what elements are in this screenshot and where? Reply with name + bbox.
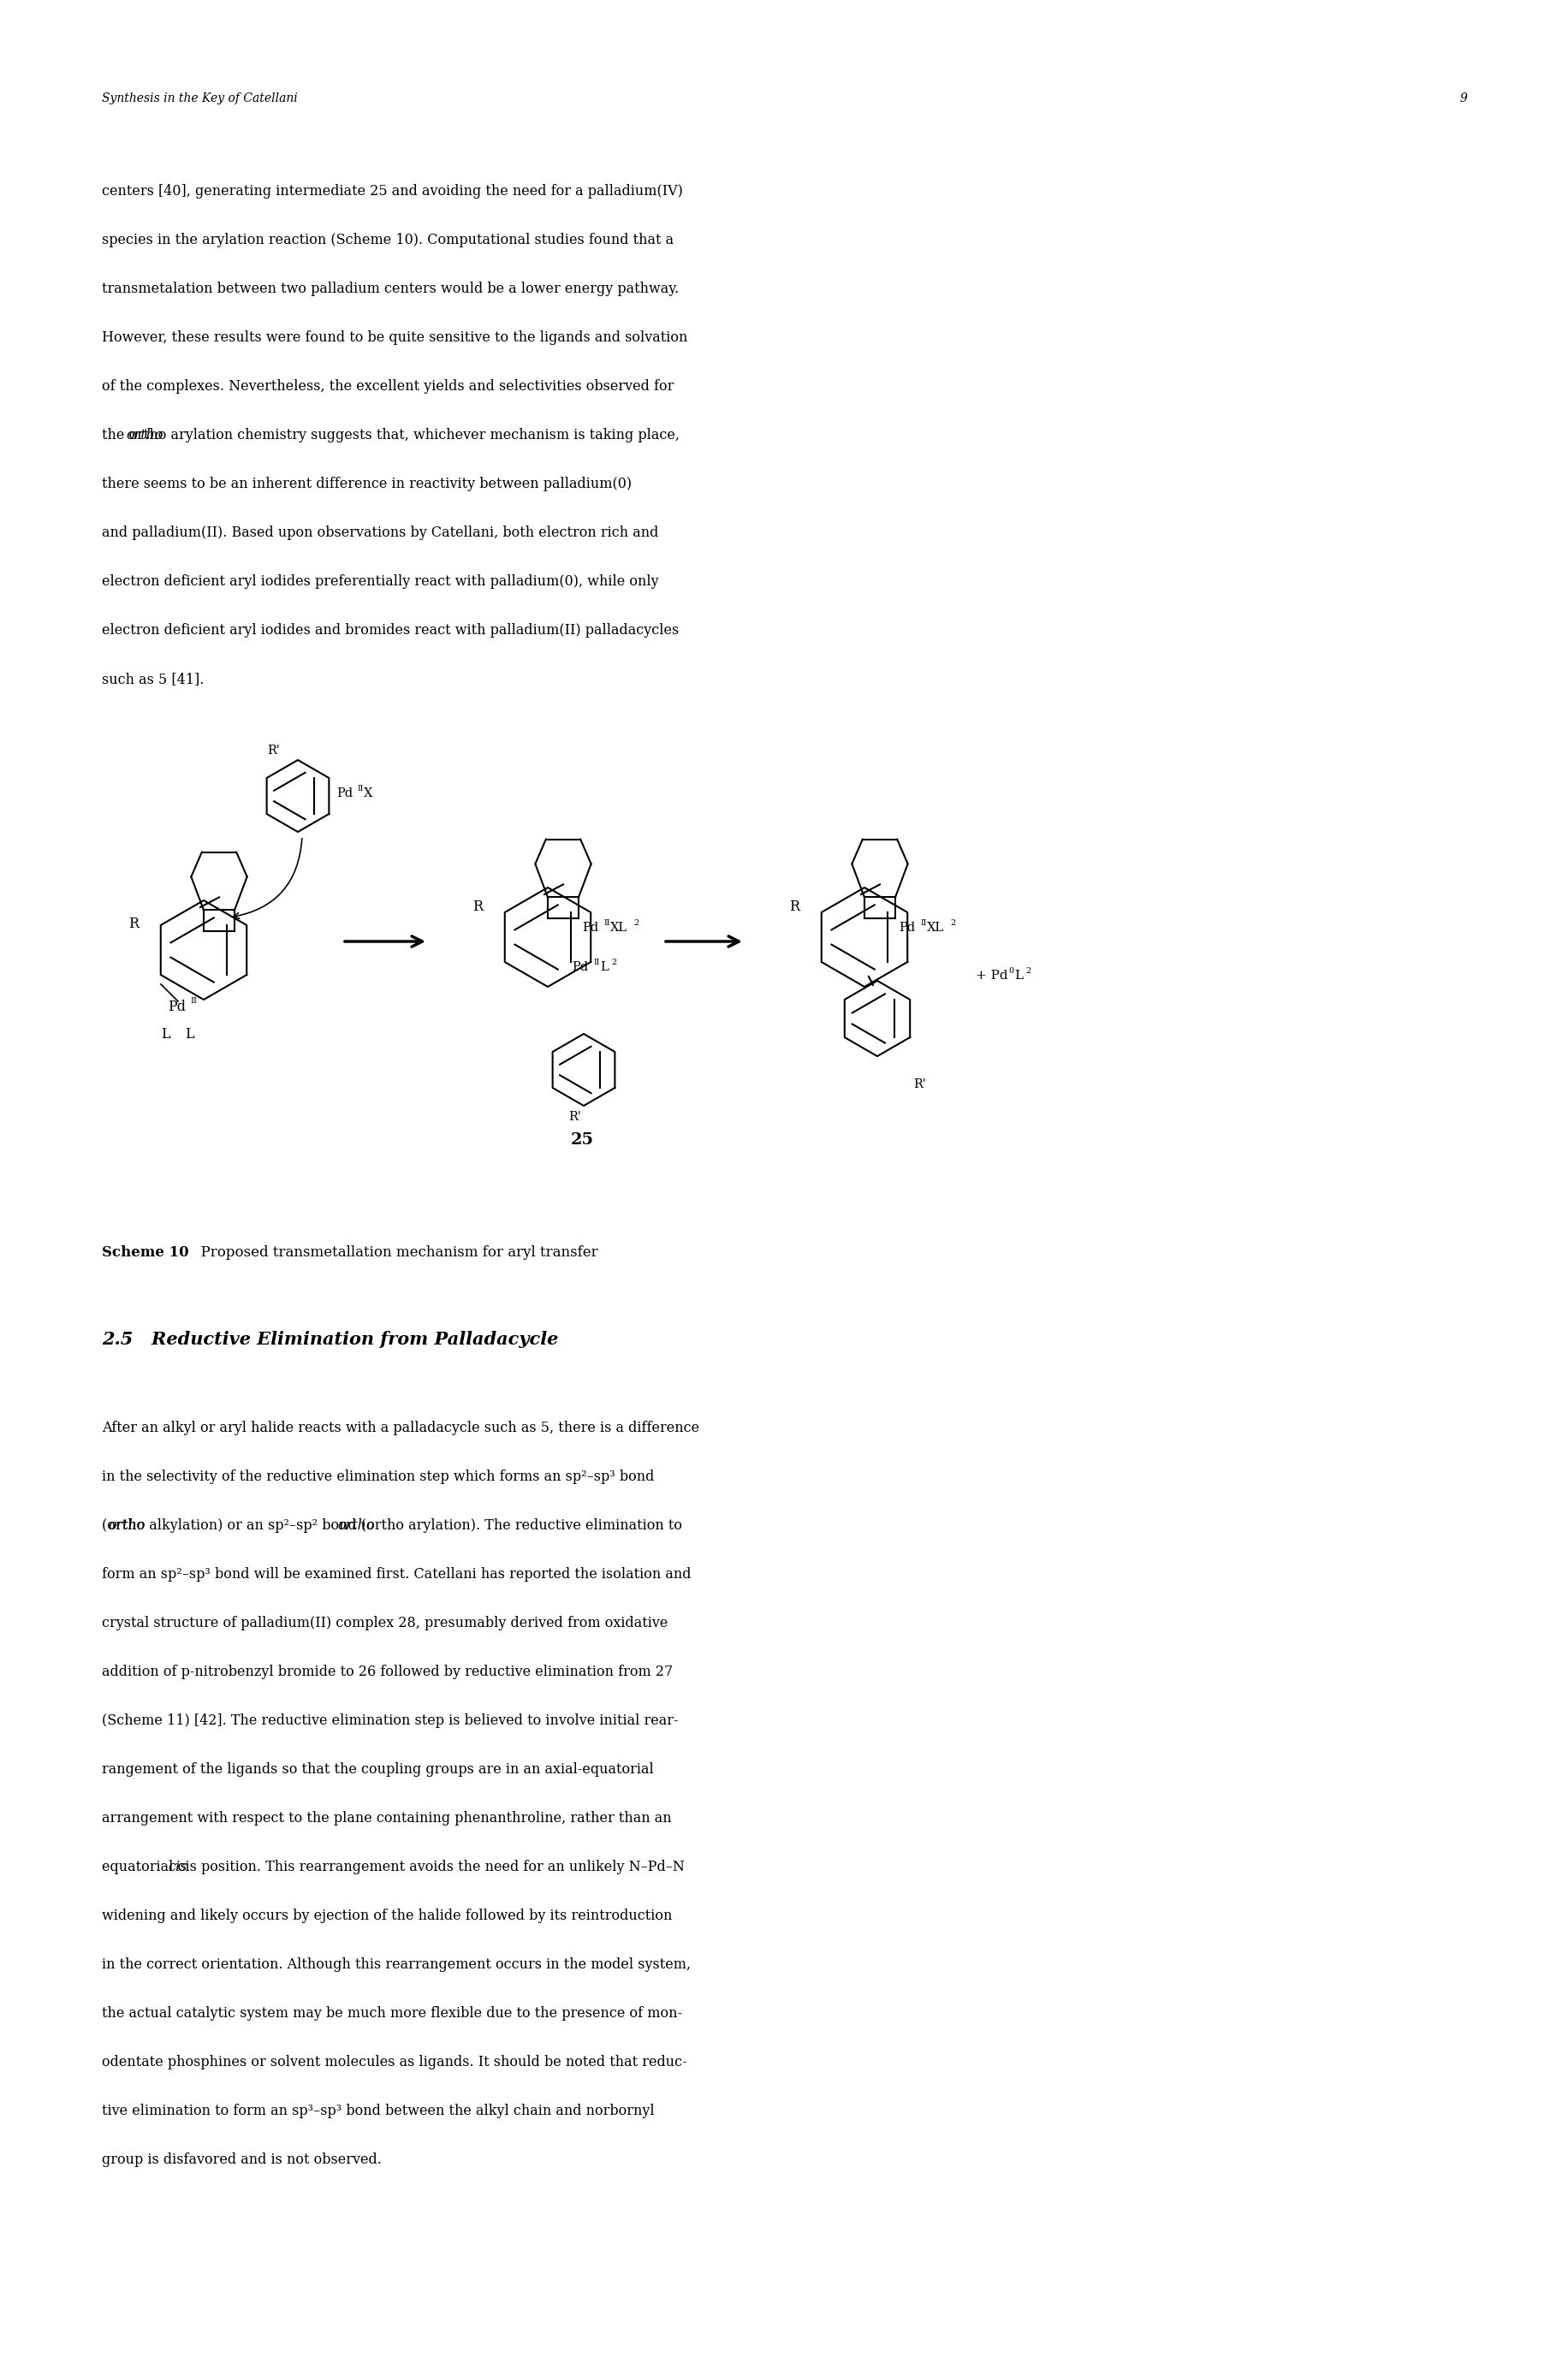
Text: II: II — [593, 960, 599, 967]
Text: However, these results were found to be quite sensitive to the ligands and solva: However, these results were found to be … — [102, 330, 687, 344]
Text: addition of p-nitrobenzyl bromide to 26 followed by reductive elimination from 2: addition of p-nitrobenzyl bromide to 26 … — [102, 1665, 673, 1679]
Text: electron deficient aryl iodides preferentially react with palladium(0), while on: electron deficient aryl iodides preferen… — [102, 575, 659, 589]
Text: such as 5 [41].: such as 5 [41]. — [102, 672, 204, 686]
Text: Pd: Pd — [898, 922, 914, 933]
Text: Synthesis in the Key of Catellani: Synthesis in the Key of Catellani — [102, 93, 298, 104]
Text: X: X — [364, 789, 373, 800]
Text: After an alkyl or aryl halide reacts with a palladacycle such as 5, there is a d: After an alkyl or aryl halide reacts wit… — [102, 1420, 699, 1435]
Text: Pd: Pd — [571, 962, 588, 974]
Text: of the complexes. Nevertheless, the excellent yields and selectivities observed : of the complexes. Nevertheless, the exce… — [102, 380, 674, 394]
Text: 2.5   Reductive Elimination from Palladacycle: 2.5 Reductive Elimination from Palladacy… — [102, 1330, 558, 1349]
Text: 9: 9 — [1458, 93, 1466, 104]
Text: electron deficient aryl iodides and bromides react with palladium(II) palladacyc: electron deficient aryl iodides and brom… — [102, 622, 679, 637]
Text: ortho: ortho — [108, 1518, 144, 1532]
Text: the actual catalytic system may be much more flexible due to the presence of mon: the actual catalytic system may be much … — [102, 2007, 682, 2021]
Text: L: L — [185, 1026, 194, 1043]
Text: widening and likely occurs by ejection of the halide followed by its reintroduct: widening and likely occurs by ejection o… — [102, 1910, 671, 1924]
Text: R': R' — [913, 1078, 925, 1090]
Text: species in the arylation reaction (Scheme 10). Computational studies found that : species in the arylation reaction (Schem… — [102, 233, 673, 247]
Text: R': R' — [268, 746, 281, 758]
Text: centers [40], generating intermediate 25 and avoiding the need for a palladium(I: centers [40], generating intermediate 25… — [102, 183, 682, 200]
Text: L: L — [162, 1026, 169, 1043]
Text: (Scheme 11) [42]. The reductive elimination step is believed to involve initial : (Scheme 11) [42]. The reductive eliminat… — [102, 1712, 677, 1729]
Text: II: II — [190, 998, 196, 1005]
Text: Pd: Pd — [336, 789, 353, 800]
Text: equatorial cis position. This rearrangement avoids the need for an unlikely N–Pd: equatorial cis position. This rearrangem… — [102, 1860, 684, 1874]
Text: tive elimination to form an sp³–sp³ bond between the alkyl chain and norbornyl: tive elimination to form an sp³–sp³ bond… — [102, 2104, 654, 2119]
Text: R: R — [129, 917, 138, 931]
Text: II: II — [356, 784, 362, 793]
Text: 25: 25 — [571, 1133, 593, 1147]
Text: II: II — [604, 919, 610, 926]
Text: cis: cis — [168, 1860, 187, 1874]
Text: in the selectivity of the reductive elimination step which forms an sp²–sp³ bond: in the selectivity of the reductive elim… — [102, 1470, 654, 1484]
Text: XL: XL — [927, 922, 944, 933]
Text: 2: 2 — [950, 919, 955, 926]
Text: odentate phosphines or solvent molecules as ligands. It should be noted that red: odentate phosphines or solvent molecules… — [102, 2054, 687, 2069]
Text: Proposed transmetallation mechanism for aryl transfer: Proposed transmetallation mechanism for … — [191, 1245, 597, 1259]
Text: arrangement with respect to the plane containing phenanthroline, rather than an: arrangement with respect to the plane co… — [102, 1812, 671, 1826]
Text: Pd: Pd — [582, 922, 597, 933]
Text: 2: 2 — [633, 919, 638, 926]
Text: L: L — [1013, 969, 1022, 981]
FancyArrowPatch shape — [234, 838, 301, 919]
Text: (ortho alkylation) or an sp²–sp² bond (ortho arylation). The reductive eliminati: (ortho alkylation) or an sp²–sp² bond (o… — [102, 1518, 682, 1532]
Text: form an sp²–sp³ bond will be examined first. Catellani has reported the isolatio: form an sp²–sp³ bond will be examined fi… — [102, 1568, 691, 1582]
Text: 0: 0 — [1008, 967, 1013, 974]
Text: crystal structure of palladium(II) complex 28, presumably derived from oxidative: crystal structure of palladium(II) compl… — [102, 1615, 668, 1629]
Text: Scheme 10: Scheme 10 — [102, 1245, 188, 1259]
Text: L: L — [599, 962, 608, 974]
Text: XL: XL — [610, 922, 627, 933]
Text: II: II — [919, 919, 925, 926]
Text: there seems to be an inherent difference in reactivity between palladium(0): there seems to be an inherent difference… — [102, 477, 632, 492]
Text: in the correct orientation. Although this rearrangement occurs in the model syst: in the correct orientation. Although thi… — [102, 1957, 690, 1971]
Text: R: R — [472, 900, 483, 914]
Text: the ortho arylation chemistry suggests that, whichever mechanism is taking place: the ortho arylation chemistry suggests t… — [102, 428, 679, 442]
Text: Pd: Pd — [168, 1000, 185, 1014]
Text: ortho: ortho — [127, 428, 163, 442]
Text: group is disfavored and is not observed.: group is disfavored and is not observed. — [102, 2152, 381, 2166]
Text: rangement of the ligands so that the coupling groups are in an axial-equatorial: rangement of the ligands so that the cou… — [102, 1762, 654, 1777]
Text: 2: 2 — [612, 960, 616, 967]
Text: transmetalation between two palladium centers would be a lower energy pathway.: transmetalation between two palladium ce… — [102, 283, 679, 297]
Text: + Pd: + Pd — [975, 969, 1007, 981]
Text: R': R' — [569, 1112, 582, 1123]
Text: and palladium(II). Based upon observations by Catellani, both electron rich and: and palladium(II). Based upon observatio… — [102, 525, 659, 539]
Text: R: R — [789, 900, 800, 914]
Text: 2: 2 — [1025, 967, 1030, 974]
Text: ortho: ortho — [337, 1518, 375, 1532]
